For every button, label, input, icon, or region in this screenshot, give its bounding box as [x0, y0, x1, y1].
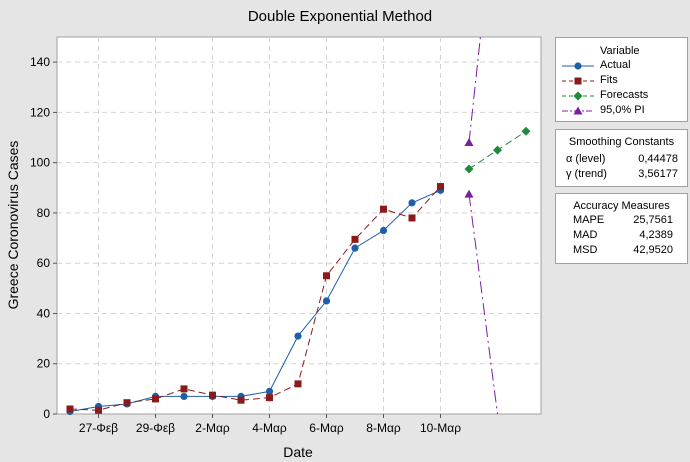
smoothing-label: γ (trend) — [566, 168, 607, 180]
fits-point — [95, 406, 102, 414]
fits-line — [69, 186, 441, 411]
smoothing-value: 0,44478 — [638, 153, 678, 165]
smoothing-value: 3,56177 — [638, 168, 678, 180]
pi-lower-line — [468, 194, 498, 414]
accuracy-value: 4,2389 — [639, 229, 673, 241]
actual-point — [294, 332, 302, 340]
legend-item: Forecasts — [556, 89, 687, 103]
actual-point — [408, 199, 416, 207]
x-tick-label: 10-Μαρ — [420, 421, 461, 435]
accuracy-label: MSD — [573, 244, 598, 256]
legend-swatch — [562, 91, 594, 101]
actual-point — [351, 244, 359, 252]
fits-point — [152, 395, 159, 403]
fits-point — [380, 205, 387, 213]
y-tick-label: 60 — [37, 256, 51, 270]
fits-point — [323, 272, 330, 280]
legend-label: 95,0% PI — [600, 104, 645, 116]
smoothing-constants-title: Smoothing Constants — [568, 136, 675, 148]
smoothing-row: α (level) 0,44478 — [556, 153, 687, 167]
actual-line — [69, 189, 441, 412]
x-tick-label: 29-Φεβ — [136, 421, 175, 435]
legend-title: Variable — [600, 45, 640, 57]
fits-point — [237, 396, 245, 404]
legend-swatch — [562, 62, 594, 70]
fits-point — [209, 391, 216, 399]
y-tick-label: 120 — [30, 105, 50, 119]
x-tick-label: 6-Μαρ — [309, 421, 344, 435]
y-tick-label: 0 — [43, 407, 50, 421]
fits-point — [351, 235, 359, 243]
y-tick-label: 140 — [30, 55, 50, 69]
fits-point — [408, 214, 416, 222]
chart-title: Double Exponential Method — [247, 8, 433, 25]
fits-point — [66, 405, 74, 413]
legend-marker — [573, 106, 583, 115]
accuracy-measures-title: Accuracy Measures — [573, 200, 670, 212]
x-tick-label: 2-Μαρ — [195, 421, 230, 435]
y-axis-label: Greece Coronovirus Cases — [5, 141, 21, 310]
y-tick-label: 80 — [37, 206, 51, 220]
legend-label: Forecasts — [600, 89, 649, 101]
legend-swatch — [562, 77, 594, 85]
legend-marker — [574, 62, 582, 70]
legend-item: Actual — [556, 59, 687, 73]
x-tick-label: 4-Μαρ — [252, 421, 287, 435]
accuracy-row: MSD 42,9520 — [556, 244, 687, 258]
pi-lower-point — [464, 189, 474, 198]
legend-item: Fits — [556, 74, 687, 88]
x-tick-label: 8-Μαρ — [366, 421, 401, 435]
legend-marker — [573, 91, 583, 101]
accuracy-label: MAD — [573, 229, 598, 241]
fits-point — [180, 385, 188, 393]
pi-upper-line — [468, 37, 481, 143]
actual-point — [322, 297, 331, 305]
actual-point — [180, 392, 188, 401]
accuracy-value: 42,9520 — [633, 244, 673, 256]
accuracy-row: MAPE 25,7561 — [556, 214, 687, 228]
legend-item: 95,0% PI — [556, 104, 687, 118]
y-tick-label: 100 — [30, 156, 50, 170]
y-tick-label: 40 — [37, 306, 51, 320]
legend-marker — [574, 77, 582, 85]
smoothing-label: α (level) — [566, 153, 606, 165]
smoothing-constants-box: Smoothing Constants α (level) 0,44478 γ … — [555, 129, 688, 187]
actual-point — [265, 387, 274, 395]
fits-point — [294, 380, 302, 388]
legend-label: Actual — [600, 59, 631, 71]
legend: Variable Actual Fits Forecasts 95,0% PI — [555, 37, 688, 122]
accuracy-label: MAPE — [573, 214, 605, 226]
accuracy-measures-box: Accuracy Measures MAPE 25,7561 MAD 4,238… — [555, 193, 688, 264]
accuracy-row: MAD 4,2389 — [556, 229, 687, 243]
actual-point — [379, 226, 388, 235]
fits-point — [123, 399, 131, 407]
x-tick-label: 27-Φεβ — [79, 421, 118, 435]
fits-point — [266, 394, 273, 402]
legend-label: Fits — [600, 74, 618, 86]
forecasts-point — [464, 164, 474, 174]
forecasts-point — [521, 126, 531, 136]
pi-upper-point — [464, 138, 474, 147]
accuracy-value: 25,7561 — [633, 214, 673, 226]
plot-background — [56, 36, 542, 415]
smoothing-row: γ (trend) 3,56177 — [556, 168, 687, 182]
legend-swatch — [562, 106, 594, 115]
x-axis-label: Date — [283, 444, 313, 460]
y-tick-label: 20 — [37, 357, 51, 371]
forecasts-point — [493, 145, 502, 155]
fits-point — [437, 183, 444, 191]
